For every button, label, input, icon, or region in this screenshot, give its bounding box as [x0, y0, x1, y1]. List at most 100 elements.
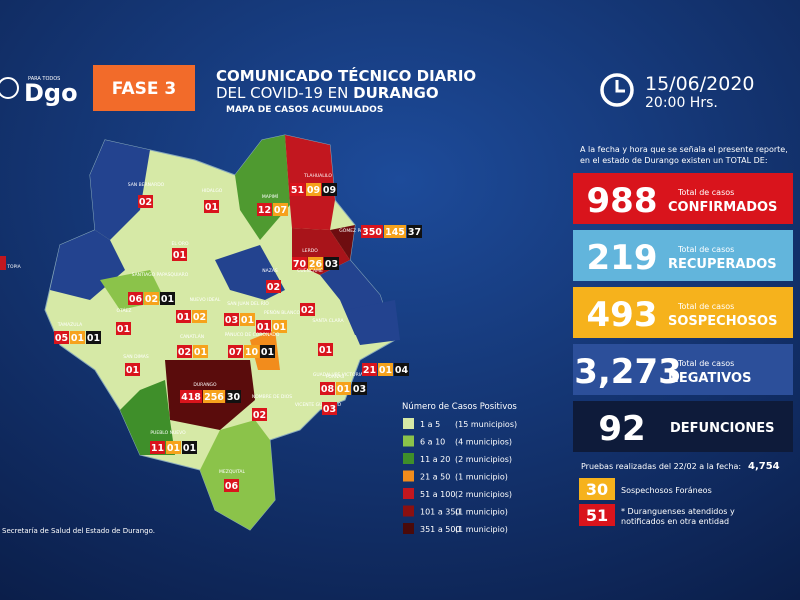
- summary-small: Total de casos: [677, 359, 734, 368]
- summary-small: Total de casos: [677, 188, 734, 197]
- count-value: 08: [321, 384, 335, 395]
- count-value: 01: [261, 347, 274, 358]
- municipality-name: GUADALUPE VICTORIA: [313, 372, 364, 378]
- count-badge: [144, 292, 159, 305]
- note-text: * Duranguenses atendidos y: [621, 507, 735, 516]
- municipality-name: POANAS: [326, 374, 345, 380]
- count-badge: [176, 310, 191, 323]
- count-badge: [256, 320, 271, 333]
- subtitle-bold: DURANGO: [353, 84, 438, 102]
- municipality-name: NOMBRE DE DIOS: [252, 394, 292, 400]
- summary-label: SOSPECHOSOS: [668, 314, 777, 329]
- count-badge: [320, 382, 335, 395]
- legend-count: (1 municipio): [455, 473, 508, 482]
- count-value: 06: [225, 481, 239, 492]
- count-badge: [240, 313, 255, 326]
- municipality-name: DURANGO: [193, 382, 217, 388]
- municipality-name: NAZAS: [262, 268, 278, 274]
- count-value: 07: [229, 347, 242, 358]
- legend-swatch: [403, 523, 414, 534]
- count-value: 01: [205, 202, 218, 213]
- count-badge: [177, 345, 192, 358]
- count-badge: [308, 257, 323, 270]
- count-value: 01: [177, 312, 190, 323]
- count-badge: [226, 390, 241, 403]
- count-badge: [192, 310, 207, 323]
- summary-box: [573, 344, 793, 395]
- municipality-name: VICENTE GUERRERO: [295, 402, 342, 408]
- summary-value: 493: [587, 295, 658, 335]
- count-badge: [204, 200, 219, 213]
- count-value: 26: [309, 259, 323, 270]
- subtitle: DEL COVID-19 EN DURANGO: [216, 84, 439, 102]
- municipality-name: SANTA CLARA: [312, 318, 344, 324]
- count-badge: [172, 248, 187, 261]
- count-badge: [322, 183, 337, 196]
- count-value: 145: [385, 227, 405, 238]
- count-badge: [138, 195, 153, 208]
- legend-range: 1 a 5: [420, 420, 440, 429]
- municipality-name: TLAHUALILO: [303, 173, 332, 179]
- count-badge: [125, 363, 140, 376]
- count-value: 01: [183, 443, 196, 454]
- legend-swatch: [403, 435, 414, 447]
- count-value: 03: [325, 259, 338, 270]
- count-badge: [128, 292, 143, 305]
- municipality-name: CUENCAMÉ: [297, 266, 323, 274]
- count-value: 01: [273, 322, 286, 333]
- count-value: 07: [274, 205, 287, 216]
- note-box: [579, 478, 615, 500]
- count-value: 03: [323, 404, 336, 415]
- count-badge: [193, 345, 208, 358]
- count-badge: [203, 390, 225, 403]
- municipality-name: HIDALGO: [202, 188, 223, 194]
- count-value: 21: [363, 365, 376, 376]
- badge-cut: [0, 256, 6, 270]
- municipality-name: OTÁEZ: [117, 307, 132, 314]
- date: 15/06/2020: [645, 73, 755, 95]
- legend-range: 101 a 350: [420, 508, 461, 517]
- summary-value: 219: [587, 238, 658, 278]
- region-mezquital: [200, 420, 275, 530]
- count-value: 02: [178, 347, 191, 358]
- municipality-name: MEZQUITAL: [219, 469, 245, 475]
- count-badge: [166, 441, 181, 454]
- summary-box: [573, 287, 793, 338]
- count-badge: [257, 203, 272, 216]
- logo-seal: [0, 77, 19, 99]
- municipality-name: PEÑÓN BLANCO: [264, 309, 301, 316]
- legend-range: 11 a 20: [420, 455, 450, 464]
- municipality-name: SAN JUAN DEL RÍO: [227, 300, 269, 307]
- summary-label: CONFIRMADOS: [668, 200, 777, 215]
- count-value: 30: [227, 392, 241, 403]
- subtitle-pre: DEL COVID-19 EN: [216, 84, 348, 102]
- count-value: 02: [139, 197, 152, 208]
- count-badge: [324, 257, 339, 270]
- count-value: 04: [395, 365, 409, 376]
- summary-small: Total de casos: [677, 302, 734, 311]
- count-value: 01: [117, 324, 130, 335]
- count-badge: [306, 183, 321, 196]
- count-value: 01: [337, 384, 350, 395]
- count-badge: [407, 225, 422, 238]
- count-value: 01: [87, 333, 100, 344]
- count-badge: [266, 280, 281, 293]
- count-value: 51: [291, 185, 304, 196]
- count-value: 37: [408, 227, 421, 238]
- count-value: 06: [129, 294, 143, 305]
- phase-box: [93, 65, 195, 111]
- municipality-name: TAMAZULA: [57, 322, 83, 328]
- region-tlahualilo: [285, 135, 335, 230]
- legend-range: 21 a 50: [420, 473, 450, 482]
- municipality-name: SANTIAGO PAPASQUIARO: [132, 272, 189, 278]
- legend-swatch: [403, 470, 414, 482]
- municipality-name: LERDO: [302, 248, 318, 254]
- time: 20:00 Hrs.: [645, 95, 718, 111]
- phase: FASE 3: [112, 79, 176, 99]
- count-badge: [336, 382, 351, 395]
- municipality-name: TOPIA: [6, 264, 21, 270]
- municipality-name: MAPIMÍ: [262, 193, 279, 200]
- tests-value: 4,754: [748, 461, 780, 472]
- count-value: 01: [167, 443, 180, 454]
- footer: Secretaría de Salud del Estado de Durang…: [2, 527, 155, 535]
